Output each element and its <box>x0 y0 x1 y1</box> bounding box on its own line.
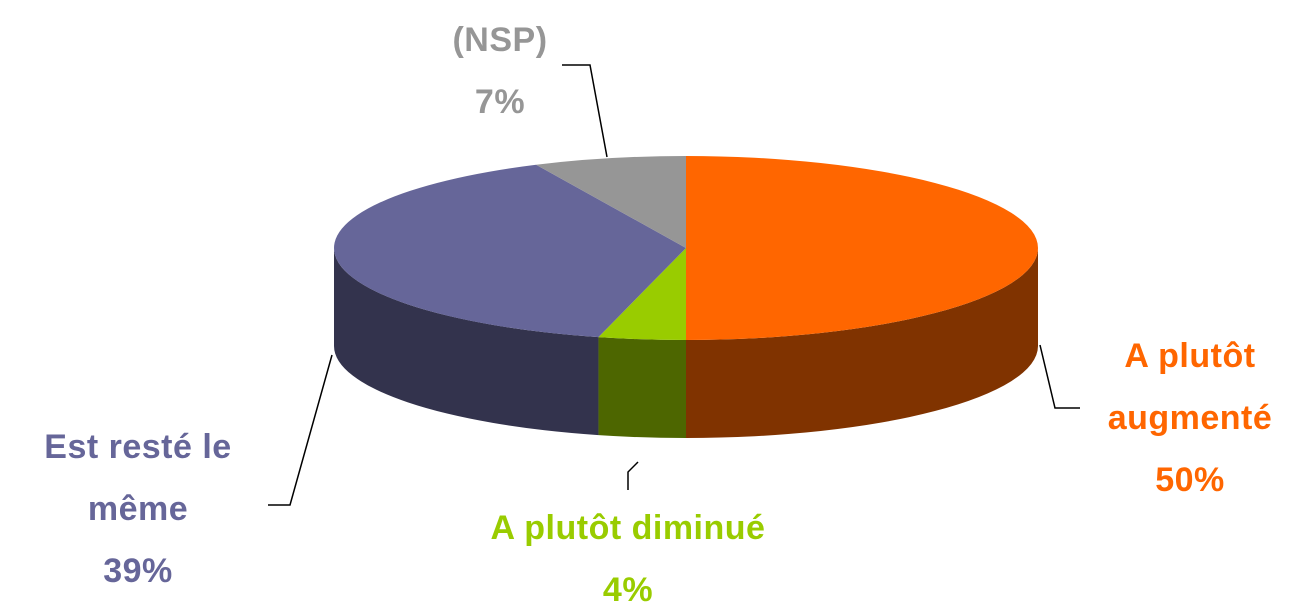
leader-line <box>1039 344 1080 409</box>
leader-line <box>562 64 608 158</box>
leader-line <box>627 461 639 490</box>
slice-side <box>598 337 686 438</box>
label-name: Est resté le même <box>44 428 232 528</box>
slice-side <box>334 248 599 436</box>
label-value: 50% <box>1155 461 1225 499</box>
label-value: 7% <box>474 83 526 121</box>
slice <box>333 164 686 338</box>
slice <box>686 156 1038 340</box>
label-value: 39% <box>103 552 173 590</box>
slice-label: Est resté le même 39% <box>8 416 268 602</box>
label-value: 4% <box>602 571 654 609</box>
leader-line <box>268 354 333 506</box>
slice <box>598 248 686 340</box>
label-name: A plutôt augmenté <box>1107 337 1273 437</box>
slice-label: A plutôt augmenté 50% <box>1090 325 1290 511</box>
slice-label: A plutôt diminué 4% <box>428 497 828 611</box>
label-name: A plutôt diminué <box>490 509 766 547</box>
slice <box>536 156 686 248</box>
slice-label: (NSP) 7% <box>400 9 600 133</box>
label-name: (NSP) <box>452 21 548 59</box>
slice-side <box>686 248 1038 438</box>
